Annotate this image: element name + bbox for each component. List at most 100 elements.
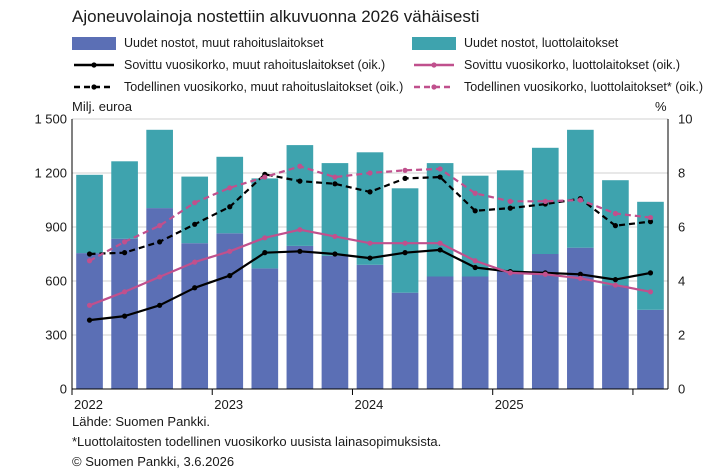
series-point — [157, 274, 163, 280]
series-point — [612, 282, 619, 288]
series-point — [402, 250, 408, 256]
legend-swatch — [412, 36, 456, 50]
series-point — [647, 270, 654, 276]
series-point — [647, 289, 654, 295]
y-tick-label: 0 — [60, 382, 67, 397]
legend-label: Sovittu vuosikorko, luottolaitokset (oik… — [464, 58, 681, 72]
x-tick-label: 2025 — [495, 397, 524, 412]
series-point — [577, 197, 583, 203]
series-point — [227, 185, 233, 191]
bar-luottolaitokset — [181, 176, 209, 244]
series-point — [472, 208, 478, 214]
bar-luottolaitokset — [602, 180, 629, 286]
series-point — [297, 178, 303, 184]
legend-label: Sovittu vuosikorko, muut rahoituslaitoks… — [124, 58, 386, 72]
series-point — [507, 205, 513, 211]
bar-muut-rahoituslaitokset — [356, 264, 384, 389]
legend-label: Uudet nostot, luottolaitokset — [464, 36, 619, 50]
y2-tick-label: 4 — [678, 274, 685, 289]
source-note: Lähde: Suomen Pankki. — [72, 414, 211, 429]
x-tick-label: 2023 — [214, 397, 243, 412]
y-tick-label: 300 — [45, 328, 67, 343]
series-point — [192, 285, 198, 291]
series-point — [542, 198, 548, 204]
series-point — [402, 240, 408, 246]
series-point — [402, 167, 408, 173]
series-point — [367, 170, 373, 176]
series-point — [577, 275, 583, 281]
x-tick-label: 2024 — [354, 397, 383, 412]
series-point — [402, 175, 408, 181]
bar-luottolaitokset — [76, 174, 103, 254]
series-point — [227, 273, 233, 279]
bar-luottolaitokset — [426, 163, 454, 277]
legend-label: Uudet nostot, muut rahoituslaitokset — [124, 36, 324, 50]
series-point — [472, 258, 478, 264]
series-point — [157, 302, 163, 308]
series-point — [332, 233, 338, 240]
y2-tick-label: 6 — [678, 220, 685, 235]
series-point — [332, 181, 338, 187]
series-point — [437, 174, 443, 180]
copyright-note: © Suomen Pankki, 3.6.2026 — [72, 454, 235, 469]
series-point — [437, 247, 443, 253]
y2-tick-label: 2 — [678, 328, 685, 343]
series-point — [437, 240, 443, 246]
legend-swatch — [72, 36, 116, 50]
series-point — [262, 235, 268, 241]
series-point — [121, 313, 128, 319]
bar-muut-rahoituslaitokset — [181, 243, 209, 389]
bar-luottolaitokset — [567, 129, 594, 248]
series-point — [472, 264, 478, 271]
series-point — [86, 251, 93, 257]
series-point — [86, 258, 93, 264]
bar-muut-rahoituslaitokset — [637, 309, 664, 389]
legend-swatch — [412, 59, 456, 71]
footnote: *Luottolaitosten todellinen vuosikorko u… — [72, 434, 442, 449]
bar-muut-rahoituslaitokset — [251, 268, 279, 389]
series-point — [192, 200, 198, 206]
series-point — [121, 250, 128, 256]
legend-item: Sovittu vuosikorko, luottolaitokset (oik… — [412, 58, 680, 72]
bar-muut-rahoituslaitokset — [567, 247, 594, 389]
legend-item: Todellinen vuosikorko, luottolaitokset* … — [412, 80, 703, 94]
y-tick-label: 900 — [45, 220, 67, 235]
bar-luottolaitokset — [391, 188, 419, 293]
series-point — [157, 239, 163, 245]
series-point — [157, 223, 163, 229]
bar-luottolaitokset — [111, 161, 138, 239]
series-point — [367, 189, 373, 195]
series-point — [121, 289, 128, 295]
bar-luottolaitokset — [496, 170, 524, 272]
series-point — [612, 223, 619, 229]
bar-luottolaitokset — [146, 129, 173, 209]
series-point — [507, 270, 513, 276]
series-point — [612, 277, 619, 283]
bar-muut-rahoituslaitokset — [391, 292, 419, 389]
series-point — [367, 255, 373, 261]
series-point — [297, 227, 303, 233]
series-point — [472, 190, 478, 196]
y2-tick-label: 8 — [678, 166, 685, 181]
series-point — [577, 271, 583, 277]
bar-muut-rahoituslaitokset — [321, 255, 349, 389]
series-point — [121, 239, 128, 245]
series-point — [297, 163, 303, 169]
series-point — [86, 302, 93, 308]
legend-swatch — [72, 81, 116, 93]
series-point — [262, 250, 268, 256]
y-tick-label: 1 500 — [34, 112, 67, 127]
legend-swatch — [72, 59, 116, 71]
series-point — [86, 317, 93, 323]
series-point — [227, 204, 233, 210]
legend-item: Todellinen vuosikorko, muut rahoituslait… — [72, 80, 403, 94]
series-point — [612, 210, 619, 217]
bar-luottolaitokset — [356, 152, 384, 265]
bar-muut-rahoituslaitokset — [461, 276, 489, 389]
legend-swatch — [412, 81, 456, 93]
bar-muut-rahoituslaitokset — [286, 245, 314, 389]
bar-luottolaitokset — [216, 156, 244, 234]
y-tick-label: 600 — [45, 274, 67, 289]
y-axis-label: Milj. euroa — [72, 99, 132, 114]
